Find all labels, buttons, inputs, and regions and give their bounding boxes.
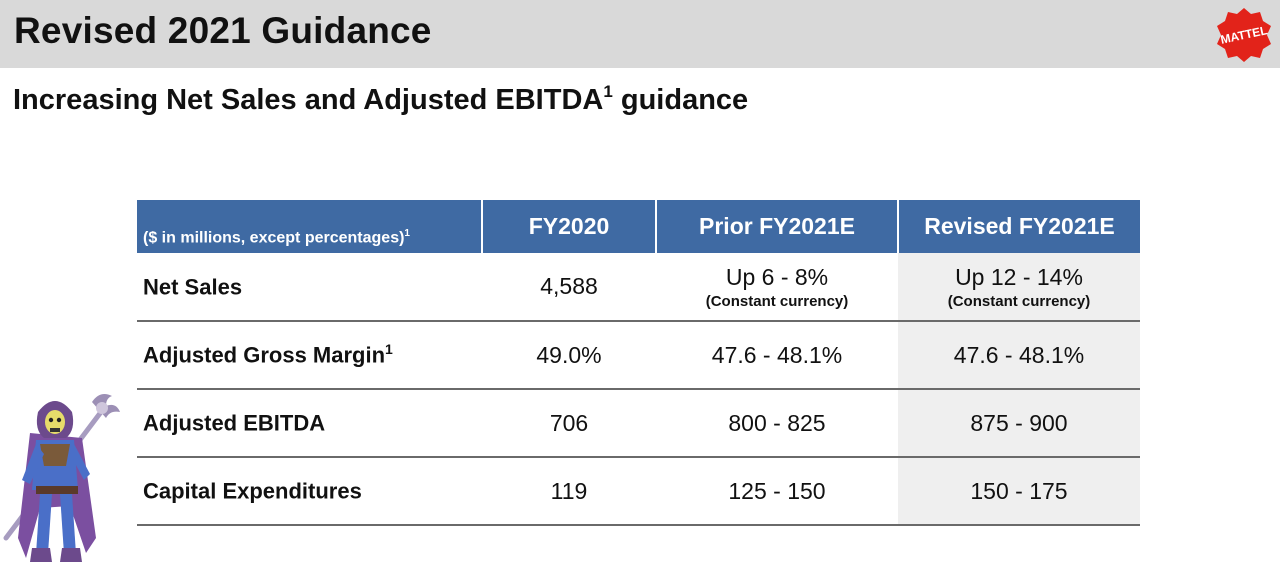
row-label: Capital Expenditures xyxy=(137,457,482,526)
cell-note: (Constant currency) xyxy=(705,292,849,310)
cell-prior: 800 - 825 xyxy=(656,389,898,458)
cell-fy2020: 706 xyxy=(482,389,656,458)
cell-fy2020: 49.0% xyxy=(482,321,656,390)
cell-revised: 150 - 175 xyxy=(898,457,1140,526)
table-row: Capital Expenditures 119 125 - 150 150 -… xyxy=(137,457,1140,526)
column-header-prior: Prior FY2021E xyxy=(656,200,899,253)
cell-prior: 125 - 150 xyxy=(656,457,898,526)
page-subtitle: Increasing Net Sales and Adjusted EBITDA… xyxy=(13,82,749,117)
cell-revised: 47.6 - 48.1% xyxy=(898,321,1140,390)
guidance-table: ($ in millions, except percentages)1 FY2… xyxy=(137,200,1140,526)
title-bar: Revised 2021 Guidance MATTEL xyxy=(0,0,1280,68)
page-title: Revised 2021 Guidance xyxy=(14,10,432,51)
cell-revised: 875 - 900 xyxy=(898,389,1140,458)
cell-revised: Up 12 - 14% (Constant currency) xyxy=(898,253,1140,322)
column-header-fy2020: FY2020 xyxy=(482,200,657,253)
row-label: Adjusted Gross Margin1 xyxy=(137,321,482,390)
column-header-revised: Revised FY2021E xyxy=(898,200,1140,253)
row-label: Net Sales xyxy=(137,253,482,322)
cell-note: (Constant currency) xyxy=(947,292,1091,310)
cell-fy2020: 4,588 xyxy=(482,253,656,322)
table-header-row: ($ in millions, except percentages)1 FY2… xyxy=(137,200,1140,253)
subtitle-text: Increasing Net Sales and Adjusted EBITDA xyxy=(13,84,604,116)
subtitle-footnote-mark: 1 xyxy=(603,82,613,101)
mattel-logo: MATTEL xyxy=(1217,8,1271,62)
table-row: Adjusted EBITDA 706 800 - 825 875 - 900 xyxy=(137,389,1140,458)
cell-fy2020: 119 xyxy=(482,457,656,526)
subtitle-suffix: guidance xyxy=(612,84,749,116)
skeletor-action-figure-icon xyxy=(3,394,120,562)
row-label: Adjusted EBITDA xyxy=(137,389,482,458)
cell-prior: 47.6 - 48.1% xyxy=(656,321,898,390)
table-row: Adjusted Gross Margin1 49.0% 47.6 - 48.1… xyxy=(137,321,1140,390)
column-header-units: ($ in millions, except percentages)1 xyxy=(137,200,483,253)
table-row: Net Sales 4,588 Up 6 - 8% (Constant curre… xyxy=(137,253,1140,322)
cell-prior: Up 6 - 8% (Constant currency) xyxy=(656,253,898,322)
